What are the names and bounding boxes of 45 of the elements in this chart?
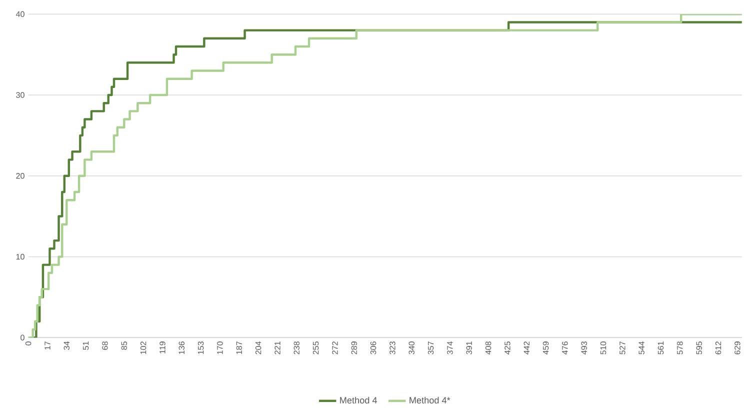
x-tick-label: 527	[620, 342, 626, 354]
x-tick-label: 255	[312, 342, 319, 354]
x-tick-label: 391	[466, 342, 472, 354]
x-tick-label: 442	[524, 342, 530, 354]
x-tick-label: 544	[638, 341, 644, 354]
x-tick-label: 85	[121, 342, 127, 350]
x-tick-label: 68	[102, 342, 108, 350]
y-tick-label: 30	[16, 92, 24, 98]
x-tick-label: 357	[428, 342, 434, 354]
y-tick-label: 0	[20, 334, 24, 340]
x-tick-label: 459	[542, 342, 549, 354]
x-tick-label: 306	[370, 342, 376, 354]
x-tick-label: 561	[658, 342, 664, 354]
x-tick-label: 153	[198, 342, 204, 354]
x-tick-label: 170	[217, 341, 223, 354]
x-tick-label: 595	[696, 342, 702, 354]
x-tick-label: 408	[485, 342, 492, 354]
x-tick-label: 102	[140, 342, 146, 354]
x-tick-label: 221	[274, 342, 280, 354]
legend-label: Method 4	[340, 396, 377, 404]
x-tick-label: 578	[677, 342, 683, 354]
x-tick-label: 425	[504, 342, 510, 354]
x-tick-label: 476	[562, 342, 568, 354]
x-tick-label: 340	[408, 341, 414, 354]
x-tick-label: 34	[64, 341, 70, 350]
x-tick-label: 374	[447, 341, 453, 354]
x-tick-label: 187	[236, 342, 242, 354]
x-tick-label: 612	[715, 342, 722, 354]
x-tick-label: 323	[390, 342, 396, 354]
x-tick-label: 510	[600, 341, 606, 354]
y-tick-label: 20	[16, 173, 24, 179]
y-tick-label: 10	[16, 254, 24, 260]
x-tick-label: 17	[44, 342, 50, 350]
x-tick-label: 0	[25, 341, 32, 346]
x-tick-label: 238	[294, 342, 300, 354]
x-tick-label: 204	[255, 341, 262, 354]
x-tick-label: 629	[734, 342, 740, 354]
legend-label: Method 4*	[410, 396, 450, 404]
y-tick-label: 40	[16, 11, 24, 18]
x-tick-label: 272	[332, 342, 338, 354]
x-tick-label: 51	[82, 342, 89, 350]
x-tick-label: 119	[160, 342, 166, 354]
x-tick-label: 136	[178, 342, 184, 354]
x-tick-label: 289	[351, 342, 357, 354]
x-tick-label: 493	[581, 342, 587, 354]
